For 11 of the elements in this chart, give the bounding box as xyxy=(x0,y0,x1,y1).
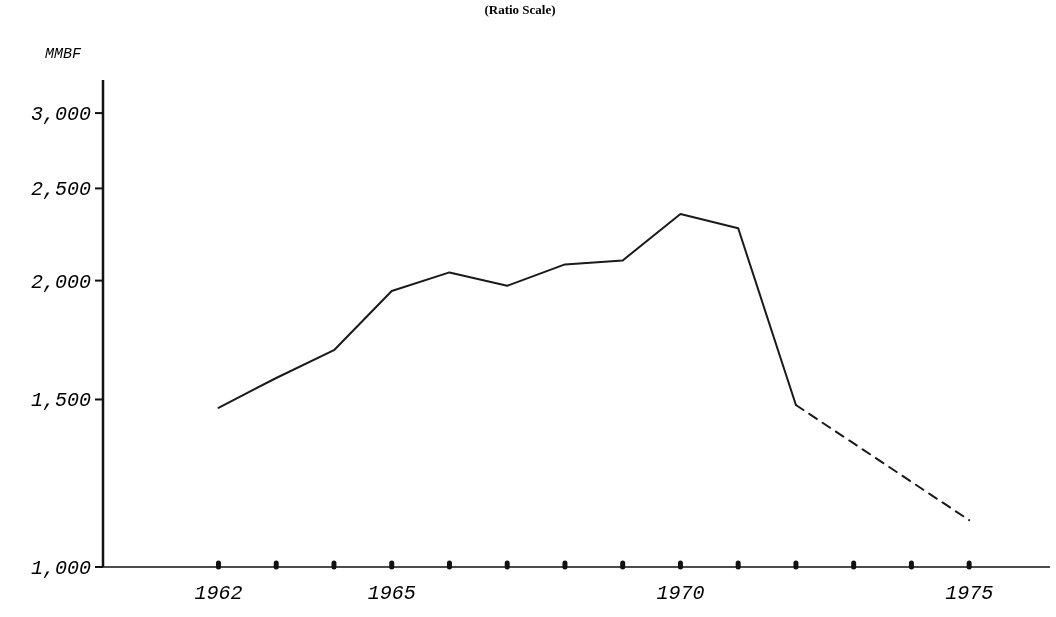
x-tick-label: 1962 xyxy=(194,582,243,605)
x-tick-label: 1965 xyxy=(367,582,416,605)
y-tick-label: 3,000 xyxy=(30,103,91,127)
y-tick-label: 1,500 xyxy=(30,389,91,413)
y-axis-title: MMBF xyxy=(44,46,82,63)
y-tick-label: 1,000 xyxy=(30,557,91,580)
chart-title: (Ratio Scale) xyxy=(484,2,556,17)
y-tick-label: 2,500 xyxy=(30,178,91,202)
x-tick-label: 1970 xyxy=(656,582,705,605)
y-tick-label: 2,000 xyxy=(30,270,91,294)
x-tick-label: 1975 xyxy=(945,582,994,605)
